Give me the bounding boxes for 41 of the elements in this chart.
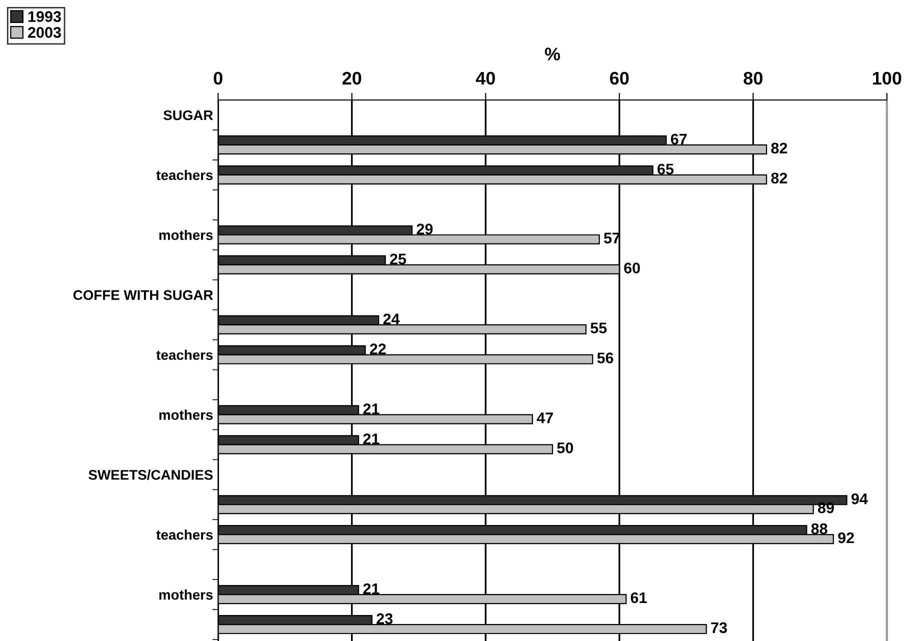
y-tick-label: mothers bbox=[159, 230, 213, 240]
data-label: 65 bbox=[658, 164, 674, 175]
data-label: 67 bbox=[670, 134, 687, 145]
data-label: 24 bbox=[383, 314, 400, 324]
data-label: 61 bbox=[630, 592, 647, 604]
data-label: 22 bbox=[370, 344, 386, 354]
data-label: 94 bbox=[851, 493, 868, 504]
x-axis-title: % bbox=[544, 48, 560, 60]
data-label: 23 bbox=[376, 613, 393, 624]
x-tick-label: 20 bbox=[342, 72, 362, 85]
x-tick-label: 40 bbox=[476, 72, 495, 85]
y-tick-label: teachers bbox=[156, 530, 213, 540]
data-label: 25 bbox=[390, 254, 406, 264]
data-label: 47 bbox=[536, 412, 553, 424]
legend-label: 1993 bbox=[28, 11, 61, 22]
legend-label: 2003 bbox=[28, 27, 61, 38]
data-label: 21 bbox=[363, 583, 380, 594]
x-tick-label: 100 bbox=[872, 72, 902, 85]
x-tick-label: 60 bbox=[610, 72, 629, 85]
y-tick-label: mothers bbox=[159, 410, 213, 420]
data-label: 55 bbox=[590, 322, 607, 334]
y-tick-label: SWEETS/CANDIES bbox=[88, 470, 213, 480]
data-label: 89 bbox=[818, 502, 834, 514]
x-tick-label: 80 bbox=[744, 72, 762, 85]
x-tick-label: 0 bbox=[214, 72, 222, 85]
data-label: 82 bbox=[771, 142, 788, 154]
y-tick-label: teachers bbox=[156, 350, 213, 360]
y-tick-label: COFFE WITH SUGAR bbox=[73, 290, 213, 300]
data-label: 56 bbox=[597, 352, 614, 364]
data-label: 50 bbox=[557, 442, 574, 454]
y-tick-label: mothers bbox=[159, 590, 213, 600]
data-label: 29 bbox=[416, 224, 433, 234]
data-label: 92 bbox=[838, 532, 854, 544]
data-label: 60 bbox=[624, 262, 640, 274]
data-label: 88 bbox=[811, 523, 828, 534]
data-label: 82 bbox=[771, 172, 788, 184]
data-label: 73 bbox=[711, 622, 727, 634]
y-tick-label: teachers bbox=[156, 170, 213, 180]
data-label: 21 bbox=[363, 403, 380, 414]
y-tick-label: SUGAR bbox=[163, 110, 213, 120]
data-label: 21 bbox=[363, 433, 380, 444]
